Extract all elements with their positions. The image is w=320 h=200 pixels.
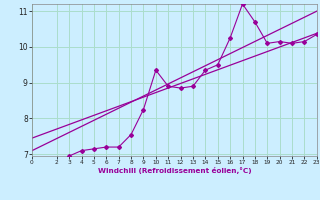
X-axis label: Windchill (Refroidissement éolien,°C): Windchill (Refroidissement éolien,°C) — [98, 167, 251, 174]
